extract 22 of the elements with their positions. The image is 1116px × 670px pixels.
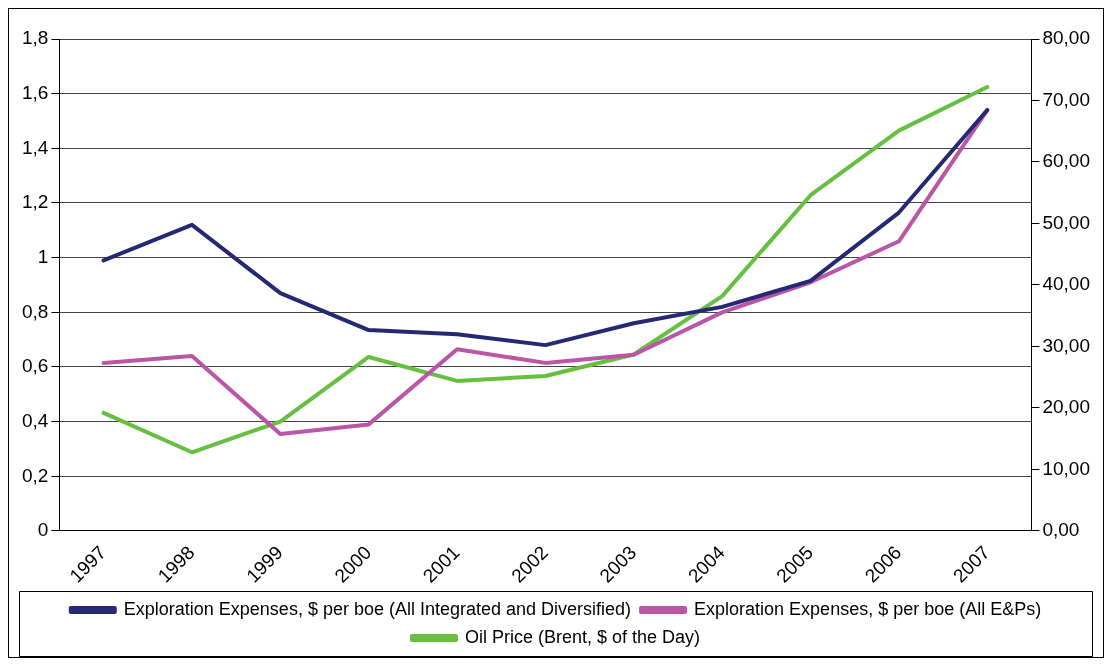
y2-tick-label: 50,00 [1042, 211, 1090, 233]
legend-label: Exploration Expenses, $ per boe (All Integrated and Diversified) [123, 598, 632, 619]
y2-tick-label: 20,00 [1042, 396, 1090, 418]
y2-tick-label: 30,00 [1042, 334, 1090, 356]
y2-tick-label: 10,00 [1042, 457, 1090, 479]
y2-tick-label: 70,00 [1042, 88, 1090, 110]
y-tick-label: 0,2 [21, 464, 49, 486]
y-tick-label: 0,8 [21, 300, 49, 322]
y-tick-label: 1,8 [21, 27, 49, 49]
y-tick-label: 1,2 [21, 191, 49, 213]
legend-label: Exploration Expenses, $ per boe (All E&Ps) [694, 598, 1042, 619]
y2-tick-label: 60,00 [1042, 150, 1090, 172]
legend-label: Oil Price (Brent, $ of the Day) [464, 626, 701, 647]
y2-tick-label: 0,00 [1042, 519, 1080, 541]
y2-tick-label: 40,00 [1042, 273, 1090, 295]
y-tick-label: 1,6 [21, 81, 49, 103]
y-tick-label: 0,6 [21, 355, 49, 377]
y2-tick-label: 80,00 [1042, 27, 1090, 49]
y-tick-label: 0 [37, 519, 49, 541]
y-tick-label: 0,4 [21, 409, 49, 431]
y-tick-label: 1,4 [21, 136, 49, 158]
y-tick-label: 1 [37, 245, 49, 267]
